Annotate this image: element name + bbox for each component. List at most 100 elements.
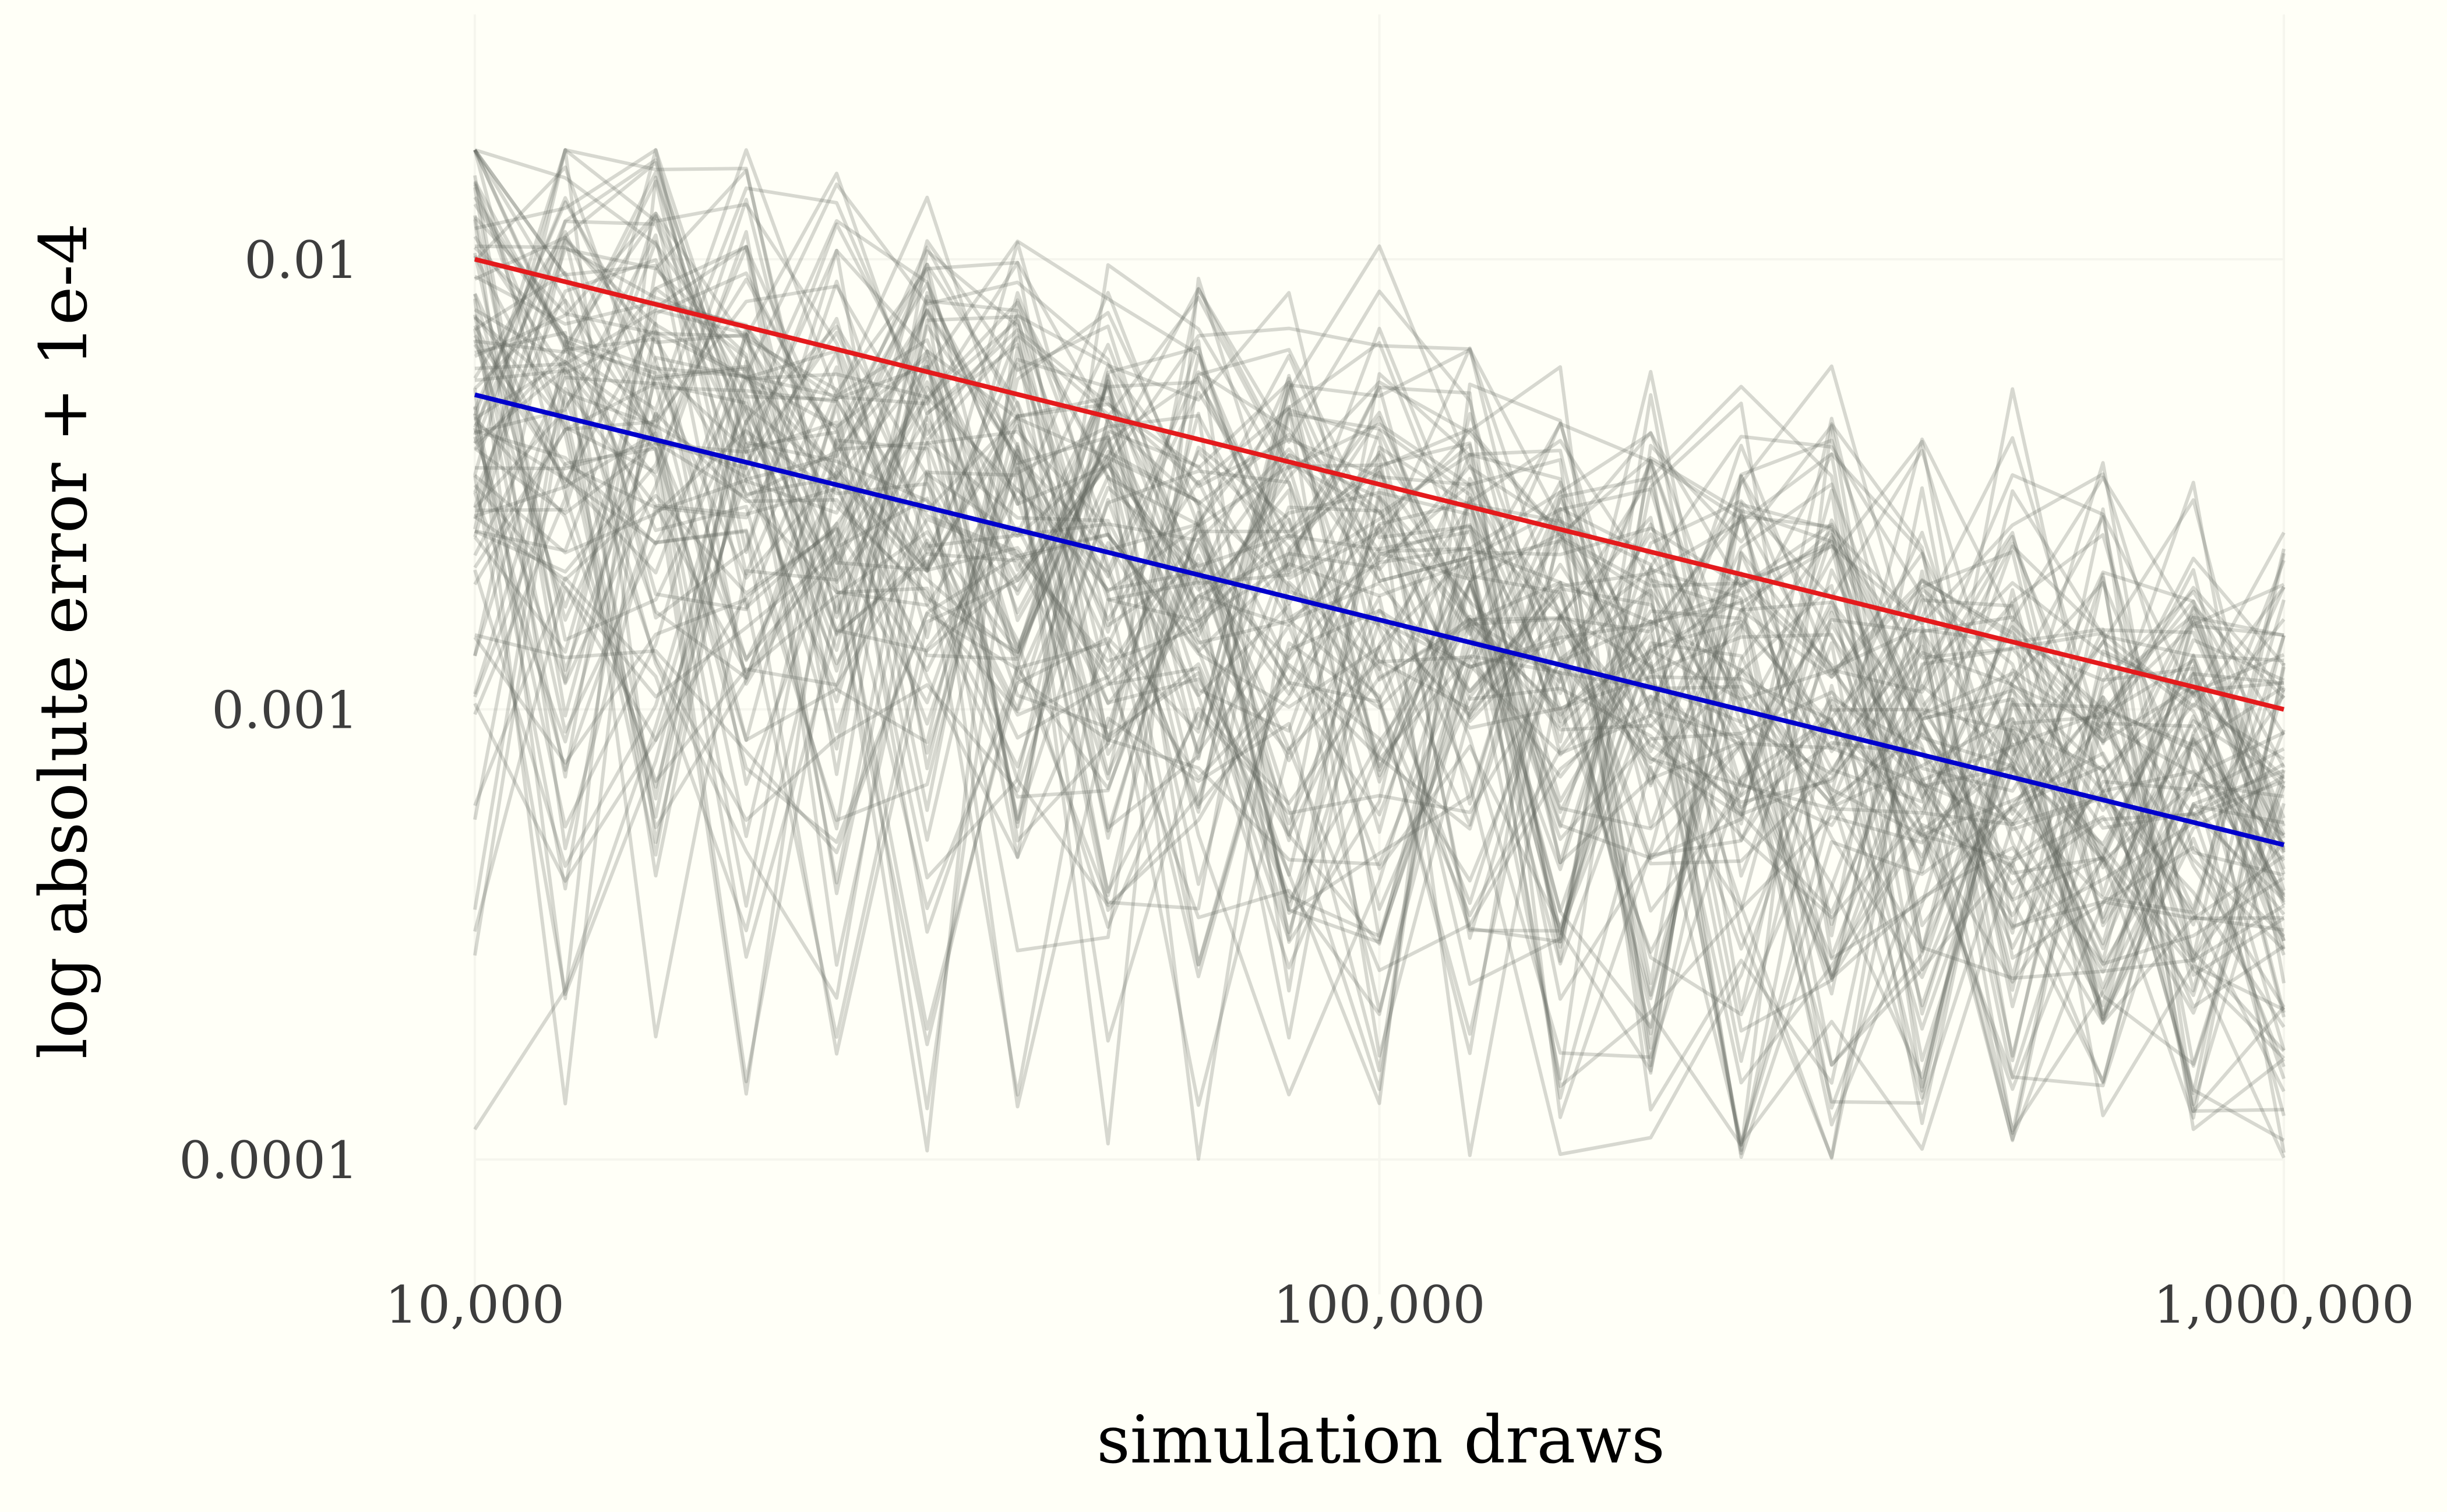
simulation-trace bbox=[473, 236, 2286, 984]
simulation-trace bbox=[473, 360, 2286, 998]
simulation-trace bbox=[474, 532, 2286, 1060]
simulation-trace bbox=[474, 245, 2286, 1016]
simulation-trace bbox=[473, 325, 2286, 1159]
simulation-trace bbox=[474, 212, 2286, 1009]
simulation-trace bbox=[474, 179, 2286, 1153]
simulation-trace bbox=[473, 287, 2286, 918]
simulation-trace bbox=[474, 212, 2286, 1068]
simulation-trace bbox=[474, 442, 2285, 959]
simulation-trace bbox=[473, 148, 2286, 1152]
simulation-trace bbox=[473, 322, 2286, 1091]
simulation-trace bbox=[473, 284, 2285, 1105]
simulation-trace bbox=[473, 196, 2286, 1125]
simulation-trace bbox=[473, 447, 2286, 1107]
x-tick-label: 10,000 bbox=[385, 1275, 565, 1335]
simulation-trace bbox=[473, 442, 2286, 1089]
simulation-trace bbox=[473, 196, 2285, 804]
simulation-trace bbox=[474, 308, 2284, 1133]
simulation-trace bbox=[473, 299, 2286, 1147]
simulation-trace bbox=[473, 362, 2285, 980]
simulation-trace bbox=[473, 198, 2286, 918]
simulation-trace bbox=[473, 349, 2284, 1012]
simulation-trace bbox=[474, 263, 2286, 1096]
simulation-trace bbox=[473, 394, 2286, 1147]
simulation-trace bbox=[473, 362, 2285, 1142]
simulation-trace bbox=[473, 149, 2286, 1152]
simulation-trace bbox=[473, 267, 2285, 1099]
simulation-trace bbox=[473, 148, 2285, 1157]
simulation-trace bbox=[473, 184, 2284, 1063]
simulation-trace bbox=[473, 417, 2286, 1159]
simulation-trace bbox=[473, 230, 2286, 1031]
simulation-trace bbox=[473, 171, 2286, 1112]
x-tick-label: 100,000 bbox=[1274, 1275, 1486, 1335]
simulation-trace bbox=[473, 165, 2286, 1093]
reference-line-red bbox=[474, 257, 2284, 712]
simulation-trace bbox=[474, 148, 2285, 979]
simulation-trace bbox=[473, 214, 2286, 911]
simulation-trace bbox=[473, 330, 2285, 799]
simulation-trace bbox=[473, 339, 2286, 1120]
simulation-trace bbox=[473, 487, 2286, 1143]
simulation-trace bbox=[473, 387, 2286, 1161]
simulation-trace bbox=[473, 220, 2286, 1083]
simulation-trace bbox=[473, 339, 2285, 1156]
simulation-trace bbox=[473, 324, 2284, 1113]
simulation-trace bbox=[474, 148, 2286, 1159]
simulation-trace bbox=[473, 292, 2284, 1033]
simulation-trace bbox=[474, 330, 2285, 1039]
simulation-trace bbox=[473, 235, 2286, 1151]
x-tick-label: 1,000,000 bbox=[2153, 1275, 2414, 1335]
simulation-trace bbox=[473, 186, 2285, 951]
simulation-trace bbox=[474, 269, 2286, 1160]
simulation-trace bbox=[473, 364, 2286, 1116]
simulation-trace bbox=[473, 333, 2286, 1080]
simulation-trace bbox=[473, 334, 2285, 1043]
simulation-trace bbox=[473, 175, 2286, 954]
simulation-trace bbox=[473, 314, 2286, 1075]
y-tick-label: 0.001 bbox=[211, 681, 358, 741]
simulation-trace bbox=[473, 420, 2285, 1097]
y-axis-ticks: 0.01 0.001 0.0001 bbox=[179, 230, 358, 1190]
simulation-trace bbox=[473, 222, 2286, 953]
simulation-trace bbox=[473, 180, 2286, 1062]
reference-line-blue bbox=[474, 392, 2284, 847]
simulation-trace bbox=[473, 149, 2284, 919]
y-tick-label: 0.0001 bbox=[179, 1130, 358, 1190]
simulation-trace bbox=[473, 161, 2286, 1106]
y-tick-label: 0.01 bbox=[244, 230, 358, 290]
simulation-trace bbox=[473, 168, 2286, 985]
simulation-trace bbox=[473, 246, 2286, 914]
simulation-trace bbox=[473, 462, 2284, 1039]
simulation-trace bbox=[473, 218, 2286, 1066]
simulation-trace bbox=[473, 148, 2286, 757]
simulation-trace bbox=[474, 239, 2286, 927]
simulation-trace bbox=[474, 233, 2284, 1146]
simulation-trace bbox=[473, 411, 2286, 1155]
simulation-trace bbox=[473, 337, 2286, 956]
simulation-trace bbox=[473, 148, 2286, 1000]
simulation-trace bbox=[474, 170, 2286, 1141]
gridlines bbox=[474, 14, 2285, 1295]
simulation-traces bbox=[473, 148, 2286, 1161]
simulation-trace bbox=[474, 421, 2286, 1113]
simulation-trace bbox=[474, 271, 2286, 959]
simulation-trace bbox=[474, 440, 2285, 1132]
simulation-trace bbox=[473, 148, 2284, 795]
simulation-trace bbox=[474, 235, 2284, 866]
simulation-trace bbox=[473, 337, 2286, 1028]
simulation-trace bbox=[473, 496, 2285, 933]
simulation-trace bbox=[473, 158, 2285, 1080]
x-axis-ticks: 10,000 100,000 1,000,000 bbox=[385, 1275, 2414, 1335]
simulation-trace bbox=[473, 315, 2286, 980]
simulation-trace bbox=[473, 293, 2286, 853]
simulation-trace bbox=[473, 149, 2285, 1067]
x-axis-title: simulation draws bbox=[1096, 1402, 1665, 1478]
simulation-trace bbox=[473, 300, 2286, 924]
simulation-trace bbox=[473, 149, 2286, 1009]
simulation-trace bbox=[474, 240, 2286, 967]
simulation-trace bbox=[474, 453, 2286, 1135]
simulation-trace bbox=[473, 203, 2286, 1097]
simulation-trace bbox=[473, 182, 2285, 776]
